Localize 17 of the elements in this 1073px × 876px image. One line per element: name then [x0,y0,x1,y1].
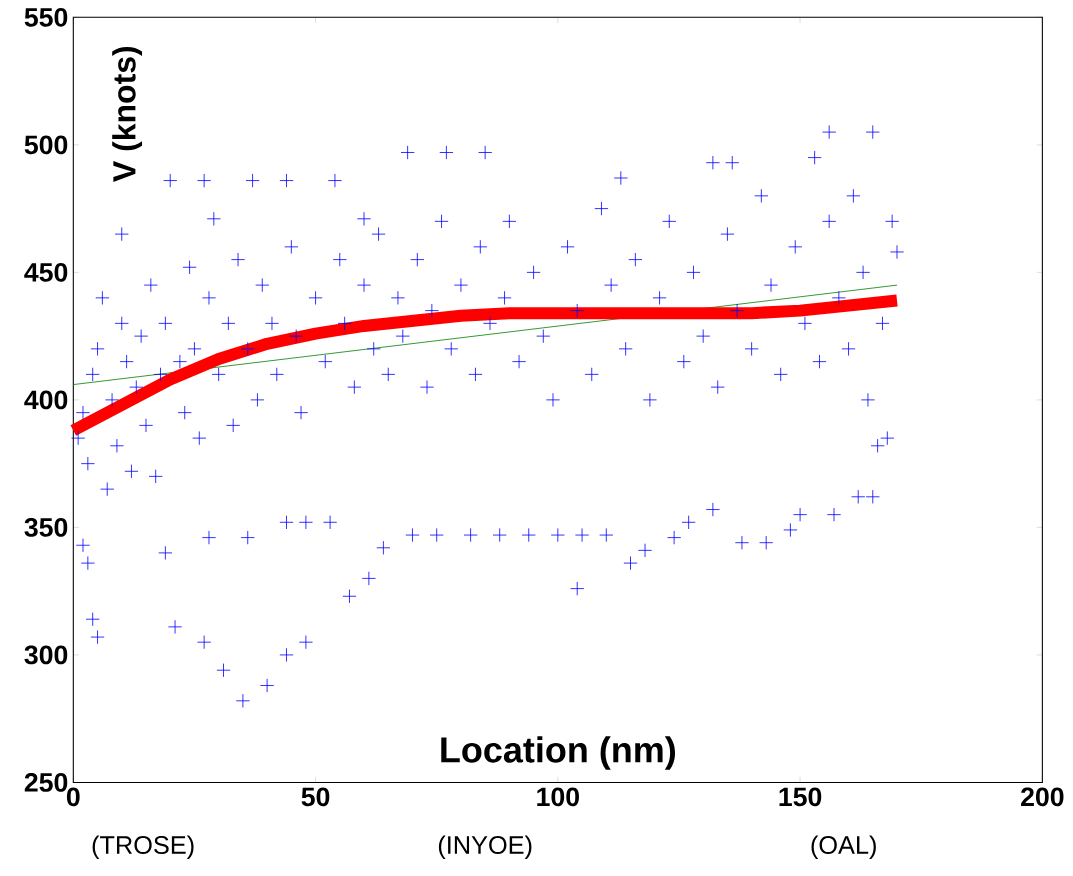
x-tick-label: 150 [779,787,822,807]
y-tick-label: 250 [24,773,68,792]
x-tick-label: 200 [1021,787,1064,807]
y-tick-label: 350 [24,518,68,537]
y-tick-label: 550 [24,8,68,27]
x-tick-label: 50 [301,787,330,807]
y-tick-label: 450 [24,263,68,282]
x-axis-title: Location (nm) [441,736,675,770]
text: (TROSE) [92,835,194,860]
y-axis-title: V (knots) [112,47,143,183]
y-tick-label: 300 [24,645,68,665]
text: (OAL) [811,835,876,860]
text: (INYOE) [438,835,532,860]
x-tick-label: 100 [537,787,579,807]
y-tick-label: 500 [24,135,68,155]
y-tick-label: 400 [24,390,68,410]
x-tick-label: 0 [66,787,80,807]
